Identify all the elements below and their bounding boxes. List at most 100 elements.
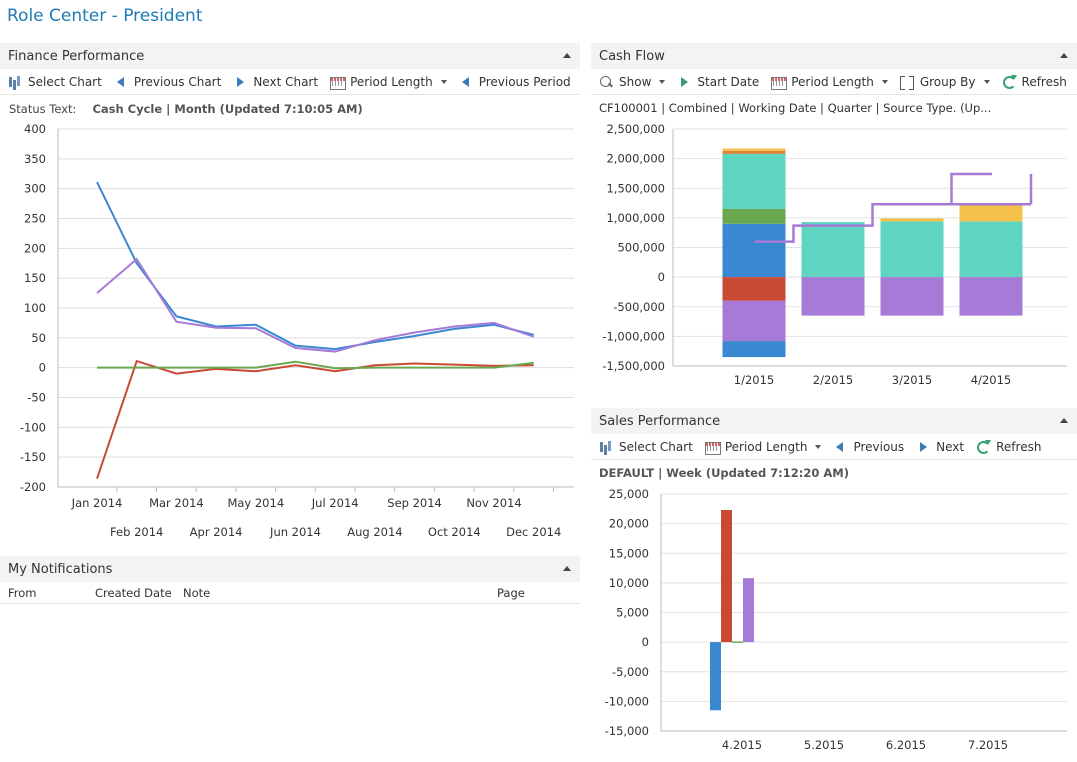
- chevron-down-icon: [983, 79, 990, 84]
- y-tick-label: -50: [27, 391, 46, 405]
- page-title: Role Center - President: [7, 6, 203, 26]
- cash-flow-bar-chart[interactable]: 2,500,000 2,000,000 1,500,000 1,000,000 500,…: [591, 123, 1077, 398]
- x-tick-label: Sep 2014: [387, 496, 442, 510]
- x-tick-label: Nov 2014: [466, 496, 521, 510]
- notifications-header: My Notifications: [0, 556, 580, 582]
- y-tick-label: 1,500,000: [606, 181, 665, 195]
- y-tick-label: -15,000: [605, 724, 649, 738]
- previous-button[interactable]: Previous: [829, 436, 912, 458]
- bar-segment: [722, 341, 786, 358]
- collapse-icon[interactable]: [1059, 416, 1069, 426]
- brackets-icon: [899, 75, 914, 90]
- x-tick-label: Mar 2014: [149, 496, 204, 510]
- y-tick-label: 300: [24, 182, 46, 196]
- bar-segment: [722, 223, 786, 278]
- y-tick-label: 150: [24, 271, 46, 285]
- x-tick-label: Dec 2014: [506, 525, 561, 539]
- y-tick-label: 0: [39, 361, 46, 375]
- previous-period-label: Previous Period: [478, 74, 571, 89]
- select-chart-button[interactable]: Select Chart: [4, 71, 110, 93]
- next-button[interactable]: Next: [912, 436, 972, 458]
- y-tick-label: -5,000: [612, 665, 649, 679]
- calendar-icon: [704, 440, 721, 455]
- x-tick-label: 7.2015: [968, 738, 1008, 752]
- x-tick-label: 4/2015: [971, 373, 1011, 387]
- select-chart-label: Select Chart: [28, 74, 102, 89]
- period-length-label: Period Length: [791, 74, 874, 89]
- next-chart-button[interactable]: Next Chart: [229, 71, 326, 93]
- y-tick-label: 15,000: [609, 546, 649, 560]
- notifications-part: My Notifications From Created Date Note …: [0, 556, 580, 616]
- bar-segment: [722, 300, 786, 342]
- start-date-button[interactable]: Start Date: [673, 71, 767, 93]
- x-tick-label: 2/2015: [813, 373, 853, 387]
- refresh-label: Refresh: [996, 439, 1042, 454]
- y-tick-label: 50: [31, 331, 46, 345]
- y-tick-label: 1,000,000: [606, 211, 665, 225]
- y-tick-label: -1,500,000: [602, 359, 665, 373]
- previous-chart-label: Previous Chart: [133, 74, 222, 89]
- magnifier-icon: [599, 75, 613, 89]
- y-tick-label: 25,000: [609, 488, 649, 501]
- y-tick-label: 250: [24, 212, 46, 226]
- bar-segment: [880, 221, 944, 278]
- collapse-icon[interactable]: [562, 51, 572, 61]
- x-tick-label: Jun 2014: [269, 525, 321, 539]
- y-tick-label: -150: [20, 450, 46, 464]
- x-tick-label: Jul 2014: [311, 496, 359, 510]
- chevron-down-icon: [815, 444, 822, 449]
- period-length-button[interactable]: Period Length: [326, 71, 455, 93]
- chevron-down-icon: [440, 79, 447, 84]
- show-button[interactable]: Show: [595, 71, 673, 93]
- y-tick-label: 0: [658, 270, 665, 284]
- refresh-icon: [976, 439, 992, 454]
- x-tick-label: Feb 2014: [110, 525, 163, 539]
- bar-segment: [880, 277, 944, 316]
- column-header-created-date[interactable]: Created Date: [95, 585, 172, 600]
- x-tick-label: 6.2015: [886, 738, 926, 752]
- sales-bar-chart[interactable]: 25,000 20,000 15,000 10,000 5,000 0 -5,000 -10,…: [591, 488, 1077, 762]
- period-length-button[interactable]: Period Length: [767, 71, 896, 93]
- y-tick-label: 10,000: [609, 576, 649, 590]
- sales-performance-title: Sales Performance: [599, 413, 721, 429]
- period-length-button[interactable]: Period Length: [701, 436, 830, 458]
- bar-segment: [801, 222, 865, 278]
- sales-performance-part: Sales Performance Select Chart Period Le…: [591, 408, 1077, 762]
- next-chart-label: Next Chart: [253, 74, 319, 89]
- bar: [743, 578, 754, 643]
- select-chart-button[interactable]: Select Chart: [595, 436, 701, 458]
- y-tick-label: -100: [20, 420, 46, 434]
- finance-line-chart[interactable]: 400 350 300 250 200 150 100 50 0 -50 -100 -150 -200 J…: [0, 123, 580, 548]
- previous-chart-button[interactable]: Previous Chart: [110, 71, 230, 93]
- y-tick-label: 2,000,000: [606, 152, 665, 166]
- bar-segment: [880, 218, 944, 222]
- y-tick-label: 2,500,000: [606, 123, 665, 136]
- step-line: [754, 172, 992, 243]
- column-header-from[interactable]: From: [8, 585, 37, 600]
- chart-icon: [599, 440, 613, 454]
- previous-period-button[interactable]: Previous Period: [455, 71, 579, 93]
- column-header-page[interactable]: Page: [497, 585, 525, 600]
- finance-status: Status Text: Cash Cycle | Month (Updated…: [0, 95, 580, 123]
- group-by-button[interactable]: Group By: [896, 71, 998, 93]
- start-date-label: Start Date: [697, 74, 760, 89]
- x-tick-label: 4.2015: [722, 738, 762, 752]
- y-tick-label: 5,000: [616, 606, 649, 620]
- show-label: Show: [619, 74, 652, 89]
- collapse-icon[interactable]: [1059, 51, 1069, 61]
- bar: [721, 509, 732, 643]
- y-tick-label: 400: [24, 123, 46, 136]
- x-tick-label: Apr 2014: [190, 525, 243, 539]
- refresh-button[interactable]: Refresh: [998, 71, 1075, 93]
- x-tick-label: May 2014: [227, 496, 284, 510]
- series-line: [96, 359, 534, 479]
- sales-toolbar: Select Chart Period Length Previous Next…: [591, 434, 1077, 460]
- previous-arrow-icon: [114, 75, 128, 89]
- calendar-icon: [330, 75, 347, 90]
- refresh-button[interactable]: Refresh: [972, 436, 1049, 458]
- collapse-icon[interactable]: [562, 564, 572, 574]
- refresh-label: Refresh: [1021, 74, 1067, 89]
- y-tick-label: -1,000,000: [602, 329, 665, 343]
- column-header-note[interactable]: Note: [183, 585, 211, 600]
- finance-performance-part: Finance Performance Select Chart Previou…: [0, 43, 580, 548]
